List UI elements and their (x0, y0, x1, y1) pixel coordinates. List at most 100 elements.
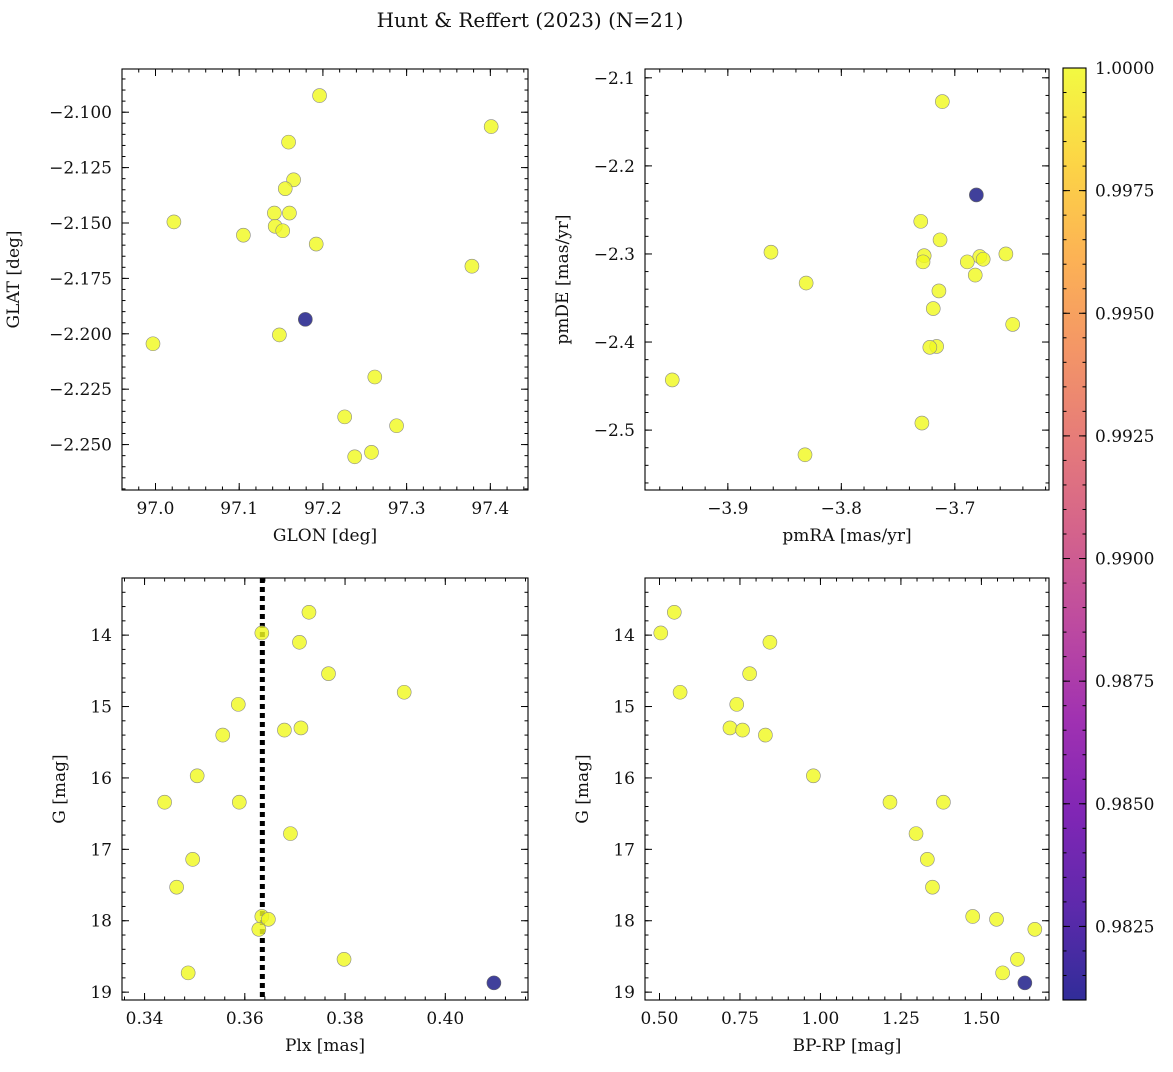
y-tick-label: −2.5 (594, 421, 635, 441)
scatter-point (806, 768, 821, 784)
y-tick-label: −2.225 (49, 380, 112, 400)
scatter-point (189, 768, 205, 784)
y-tick-label: −2.200 (49, 325, 112, 345)
colorbar-tick-label: 0.9950 (1095, 304, 1154, 324)
x-tick-label: 97.3 (388, 499, 426, 519)
colorbar-tick-label: 0.9850 (1095, 795, 1154, 815)
y-tick-label: −2.250 (49, 436, 112, 456)
scatter-point (292, 634, 307, 650)
x-axis-label: BP-RP [mag] (793, 1036, 902, 1056)
scatter-point (275, 223, 291, 239)
y-tick-label: 14 (90, 626, 112, 646)
scatter-point (277, 181, 293, 196)
x-tick-label: 97.2 (304, 499, 342, 519)
colorbar-tick-label: 1.0000 (1095, 59, 1154, 79)
scatter-point (762, 634, 778, 650)
minor-ticks (645, 69, 1049, 490)
y-tick-label: −2.2 (594, 157, 635, 177)
scatter-point (729, 697, 745, 712)
scatter-point (283, 826, 298, 841)
scatter-point (298, 312, 313, 327)
scatter-point (914, 415, 930, 431)
x-tick-label: 0.34 (126, 1009, 164, 1029)
scatter-point (261, 912, 276, 927)
x-tick-label: −3.9 (707, 499, 748, 519)
y-tick-label: 18 (90, 912, 112, 932)
axes-frame (644, 68, 1050, 491)
x-tick-label: 1.50 (962, 1009, 1000, 1029)
axes-frame (121, 68, 529, 491)
scatter-point (185, 852, 200, 867)
panel-3: 0.34 0.36 0.38 0.40 14 15 16 17 18 19 Plx [mas] G [… (50, 577, 529, 1056)
scatter-point (215, 727, 231, 743)
scatter-point (231, 794, 247, 810)
x-tick-label: 97.0 (137, 499, 175, 519)
scatter-point (282, 205, 297, 221)
colorbar-tick-label: 0.9975 (1095, 182, 1154, 202)
y-tick-label: −2.100 (49, 103, 112, 123)
scatter-point (157, 794, 172, 810)
scatter-point (925, 301, 941, 316)
scatter-point (672, 684, 688, 700)
scatter-point (967, 267, 983, 283)
panel-4: 0.50 0.75 1.00 1.25 1.50 14 15 16 17 18 19 BP-RP [m… (573, 577, 1050, 1056)
scatter-point (969, 187, 984, 203)
scatter-point (735, 722, 750, 738)
scatter-point (396, 684, 412, 700)
colorbar-tick-label: 0.9925 (1095, 427, 1154, 447)
scatter-point (798, 275, 814, 291)
scatter-point (882, 794, 898, 810)
x-axis-label: pmRA [mas/yr] (782, 526, 911, 546)
panel-1: 97.0 97.1 97.2 97.3 97.4 −2.100 −2.125 −2.150 −2… (4, 68, 529, 546)
colorbar-gradient (1063, 68, 1086, 1000)
scatter-point (722, 720, 738, 736)
scatter-point (975, 251, 991, 267)
minor-ticks (645, 577, 1049, 1000)
y-tick-label: 15 (90, 698, 112, 718)
figure-title: Hunt & Reffert (2023) (N=21) (377, 8, 684, 32)
x-tick-label: 0.38 (326, 1009, 364, 1029)
y-tick-label: −2.1 (594, 69, 635, 89)
y-tick-label: 18 (613, 912, 635, 932)
x-tick-label: 0.40 (426, 1009, 464, 1029)
x-tick-label: 0.75 (721, 1009, 759, 1029)
scatter-point (347, 449, 363, 465)
y-tick-label: −2.4 (594, 333, 635, 353)
scatter-point (935, 94, 950, 109)
panel-2: −3.9 −3.8 −3.7 −2.1 −2.2 −2.3 −2.4 −2.5 pmRA [ma… (553, 68, 1050, 546)
x-tick-label: −3.8 (821, 499, 862, 519)
scatter-point (742, 666, 757, 681)
x-tick-label: 1.00 (802, 1009, 840, 1029)
minor-ticks (121, 69, 528, 490)
scatter-point (1027, 922, 1043, 937)
scatter-point (932, 232, 948, 248)
scatter-point (236, 227, 251, 243)
scatter-point (281, 134, 296, 150)
y-tick-label: 17 (613, 840, 635, 860)
scatter-point (308, 236, 324, 252)
colorbar-tick-label: 0.9875 (1095, 672, 1154, 692)
scatter-point (1017, 975, 1033, 991)
scatter-point (758, 727, 773, 743)
x-tick-label: −3.7 (934, 499, 975, 519)
x-axis-label: GLON [deg] (273, 526, 377, 546)
scatter-point (913, 214, 929, 229)
scatter-point (1010, 951, 1025, 967)
y-axis-label: GLAT [deg] (4, 230, 24, 328)
y-axis-label: G [mag] (50, 754, 70, 823)
scatter-point (920, 852, 935, 867)
scatter-point (653, 625, 669, 641)
scatter-point (166, 214, 182, 230)
y-tick-label: 16 (613, 769, 635, 789)
scatter-point (312, 88, 327, 103)
scatter-point (254, 625, 270, 641)
colorbar-frame (1062, 67, 1087, 1001)
scatter-point (483, 119, 499, 134)
scatter-point (931, 283, 947, 299)
y-tick-label: 15 (613, 698, 635, 718)
scatter-point (267, 205, 282, 221)
scatter-point (922, 340, 938, 355)
scatter-point (230, 697, 246, 712)
y-tick-label: −2.175 (49, 269, 112, 289)
scatter-point (936, 794, 951, 810)
